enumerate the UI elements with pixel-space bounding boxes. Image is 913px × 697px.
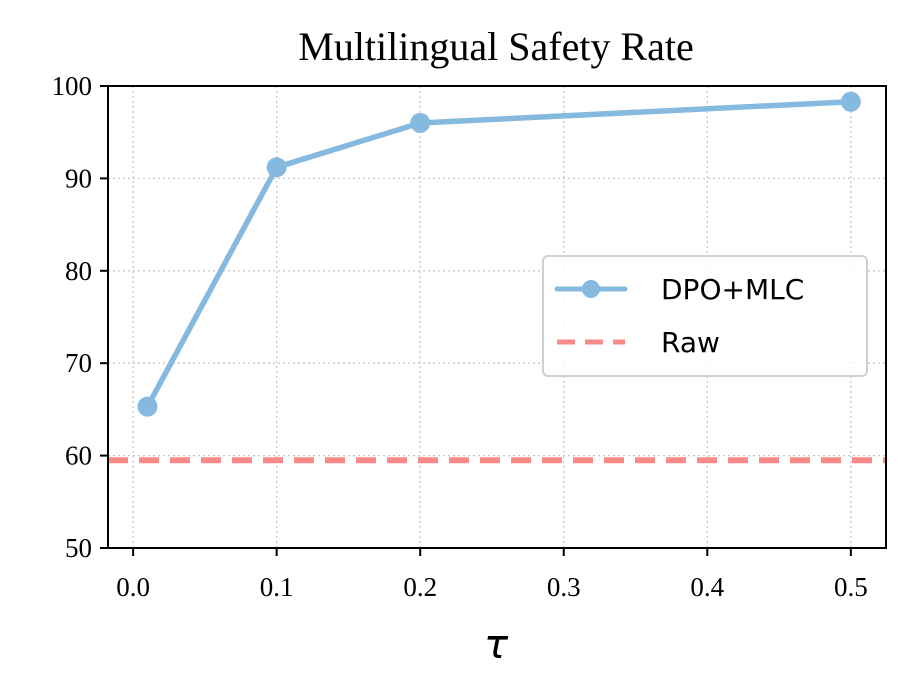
x-tick-label: 0.2 — [403, 572, 437, 602]
y-tick-label: 50 — [65, 533, 92, 563]
legend-frame — [542, 255, 868, 377]
x-tick-label: 0.1 — [260, 572, 294, 602]
dpo-mlc-point — [137, 396, 158, 417]
legend: DPO+MLC Raw — [542, 255, 868, 377]
y-tick-label: 100 — [52, 71, 93, 101]
dpo-mlc-point — [266, 157, 287, 178]
x-axis-label: τ — [484, 622, 509, 668]
x-axis: 0.0 0.1 0.2 0.3 0.4 0.5 — [116, 548, 868, 602]
x-tick-label: 0.4 — [690, 572, 724, 602]
x-tick-label: 0.3 — [547, 572, 581, 602]
dpo-mlc-point — [840, 91, 861, 112]
y-axis: 50 60 70 80 90 100 — [52, 71, 108, 563]
legend-dpo-mlc-label: DPO+MLC — [661, 273, 804, 306]
legend-dpo-mlc-marker — [582, 280, 600, 298]
dpo-mlc-point — [410, 112, 431, 133]
chart-title: Multilingual Safety Rate — [298, 24, 694, 69]
dpo-mlc-line — [144, 98, 854, 410]
y-tick-label: 80 — [65, 256, 92, 286]
x-tick-label: 0.0 — [116, 572, 150, 602]
y-tick-label: 90 — [65, 163, 92, 193]
legend-raw-label: Raw — [661, 326, 720, 359]
dpo-mlc-series — [137, 91, 861, 417]
y-tick-label: 70 — [65, 348, 92, 378]
x-tick-label: 0.5 — [834, 572, 868, 602]
y-tick-label: 60 — [65, 441, 92, 471]
plot-frame — [107, 85, 887, 549]
